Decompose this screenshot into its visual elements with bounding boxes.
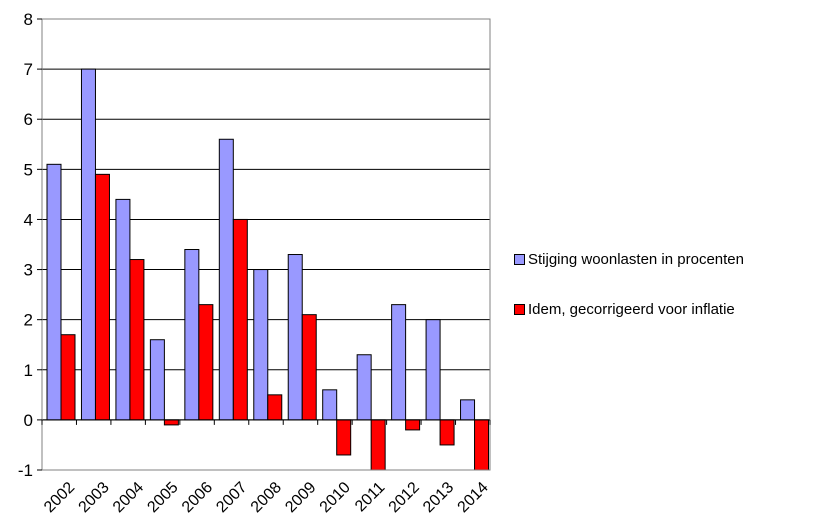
bar-series-1 xyxy=(460,399,476,421)
bar-series-1 xyxy=(46,163,62,421)
y-tick-label: 7 xyxy=(24,60,33,79)
x-tick-label: 2007 xyxy=(213,479,250,516)
bar-series-1 xyxy=(80,68,96,421)
x-tick-label: 2010 xyxy=(317,479,354,516)
y-tick-label: -1 xyxy=(18,461,33,480)
y-axis-ticks: -1 0 1 2 3 4 5 6 7 8 xyxy=(18,10,42,480)
bar-series-1 xyxy=(322,389,338,421)
x-tick-label: 2002 xyxy=(41,479,78,516)
bar-series-2 xyxy=(405,419,421,431)
bar-series-2 xyxy=(60,334,76,421)
bar-series-1 xyxy=(115,198,131,421)
bar-series-2 xyxy=(198,304,214,421)
plot-area-border xyxy=(41,18,491,471)
y-tick-label: 3 xyxy=(24,261,33,280)
x-tick-label: 2005 xyxy=(144,479,181,516)
bar-series-1 xyxy=(218,138,234,421)
x-tick-label: 2004 xyxy=(110,479,147,516)
x-tick-label: 2014 xyxy=(455,479,492,516)
bar-series-1 xyxy=(184,249,200,421)
legend: Stijging woonlasten in procenten Idem, g… xyxy=(514,250,744,350)
x-tick-label: 2012 xyxy=(386,479,423,516)
bar-series-2 xyxy=(163,419,179,426)
bar-series-2 xyxy=(370,419,386,471)
y-tick-label: 1 xyxy=(24,361,33,380)
bar-series-2 xyxy=(474,419,490,471)
bar-series-1 xyxy=(287,254,303,421)
x-tick-label: 2003 xyxy=(76,479,113,516)
y-tick-label: 4 xyxy=(24,210,33,229)
bar-series-1 xyxy=(425,319,441,421)
bar-series-1 xyxy=(391,304,407,421)
x-axis-ticks: 2002200320042005200620072008200920102011… xyxy=(41,419,492,516)
x-tick-label: 2009 xyxy=(282,479,319,516)
bar-series-2 xyxy=(232,218,248,421)
y-tick-label: 6 xyxy=(24,110,33,129)
bar-series-2 xyxy=(336,419,352,456)
bar-series-2 xyxy=(267,394,283,421)
bar-series-2 xyxy=(439,419,455,446)
legend-label-series-1: Stijging woonlasten in procenten xyxy=(528,250,744,268)
bar-series-2 xyxy=(301,314,317,421)
legend-item-series-2: Idem, gecorrigeerd voor inflatie xyxy=(514,300,744,318)
y-tick-label: 0 xyxy=(24,411,33,430)
bar-series-1 xyxy=(356,354,372,421)
y-tick-label: 8 xyxy=(24,10,33,29)
bar-series-2 xyxy=(94,173,110,421)
legend-swatch-blue xyxy=(514,253,525,265)
x-tick-label: 2006 xyxy=(179,479,216,516)
x-tick-label: 2011 xyxy=(352,479,388,515)
legend-item-series-1: Stijging woonlasten in procenten xyxy=(514,250,744,268)
bars xyxy=(46,68,490,471)
x-tick-label: 2013 xyxy=(420,479,457,516)
bar-series-1 xyxy=(253,269,269,421)
x-tick-label: 2008 xyxy=(248,479,285,516)
bar-series-2 xyxy=(129,259,145,421)
legend-swatch-red xyxy=(514,303,525,315)
legend-label-series-2: Idem, gecorrigeerd voor inflatie xyxy=(528,300,735,318)
y-tick-label: 2 xyxy=(24,311,33,330)
y-tick-label: 5 xyxy=(24,160,33,179)
bar-series-1 xyxy=(149,339,165,421)
